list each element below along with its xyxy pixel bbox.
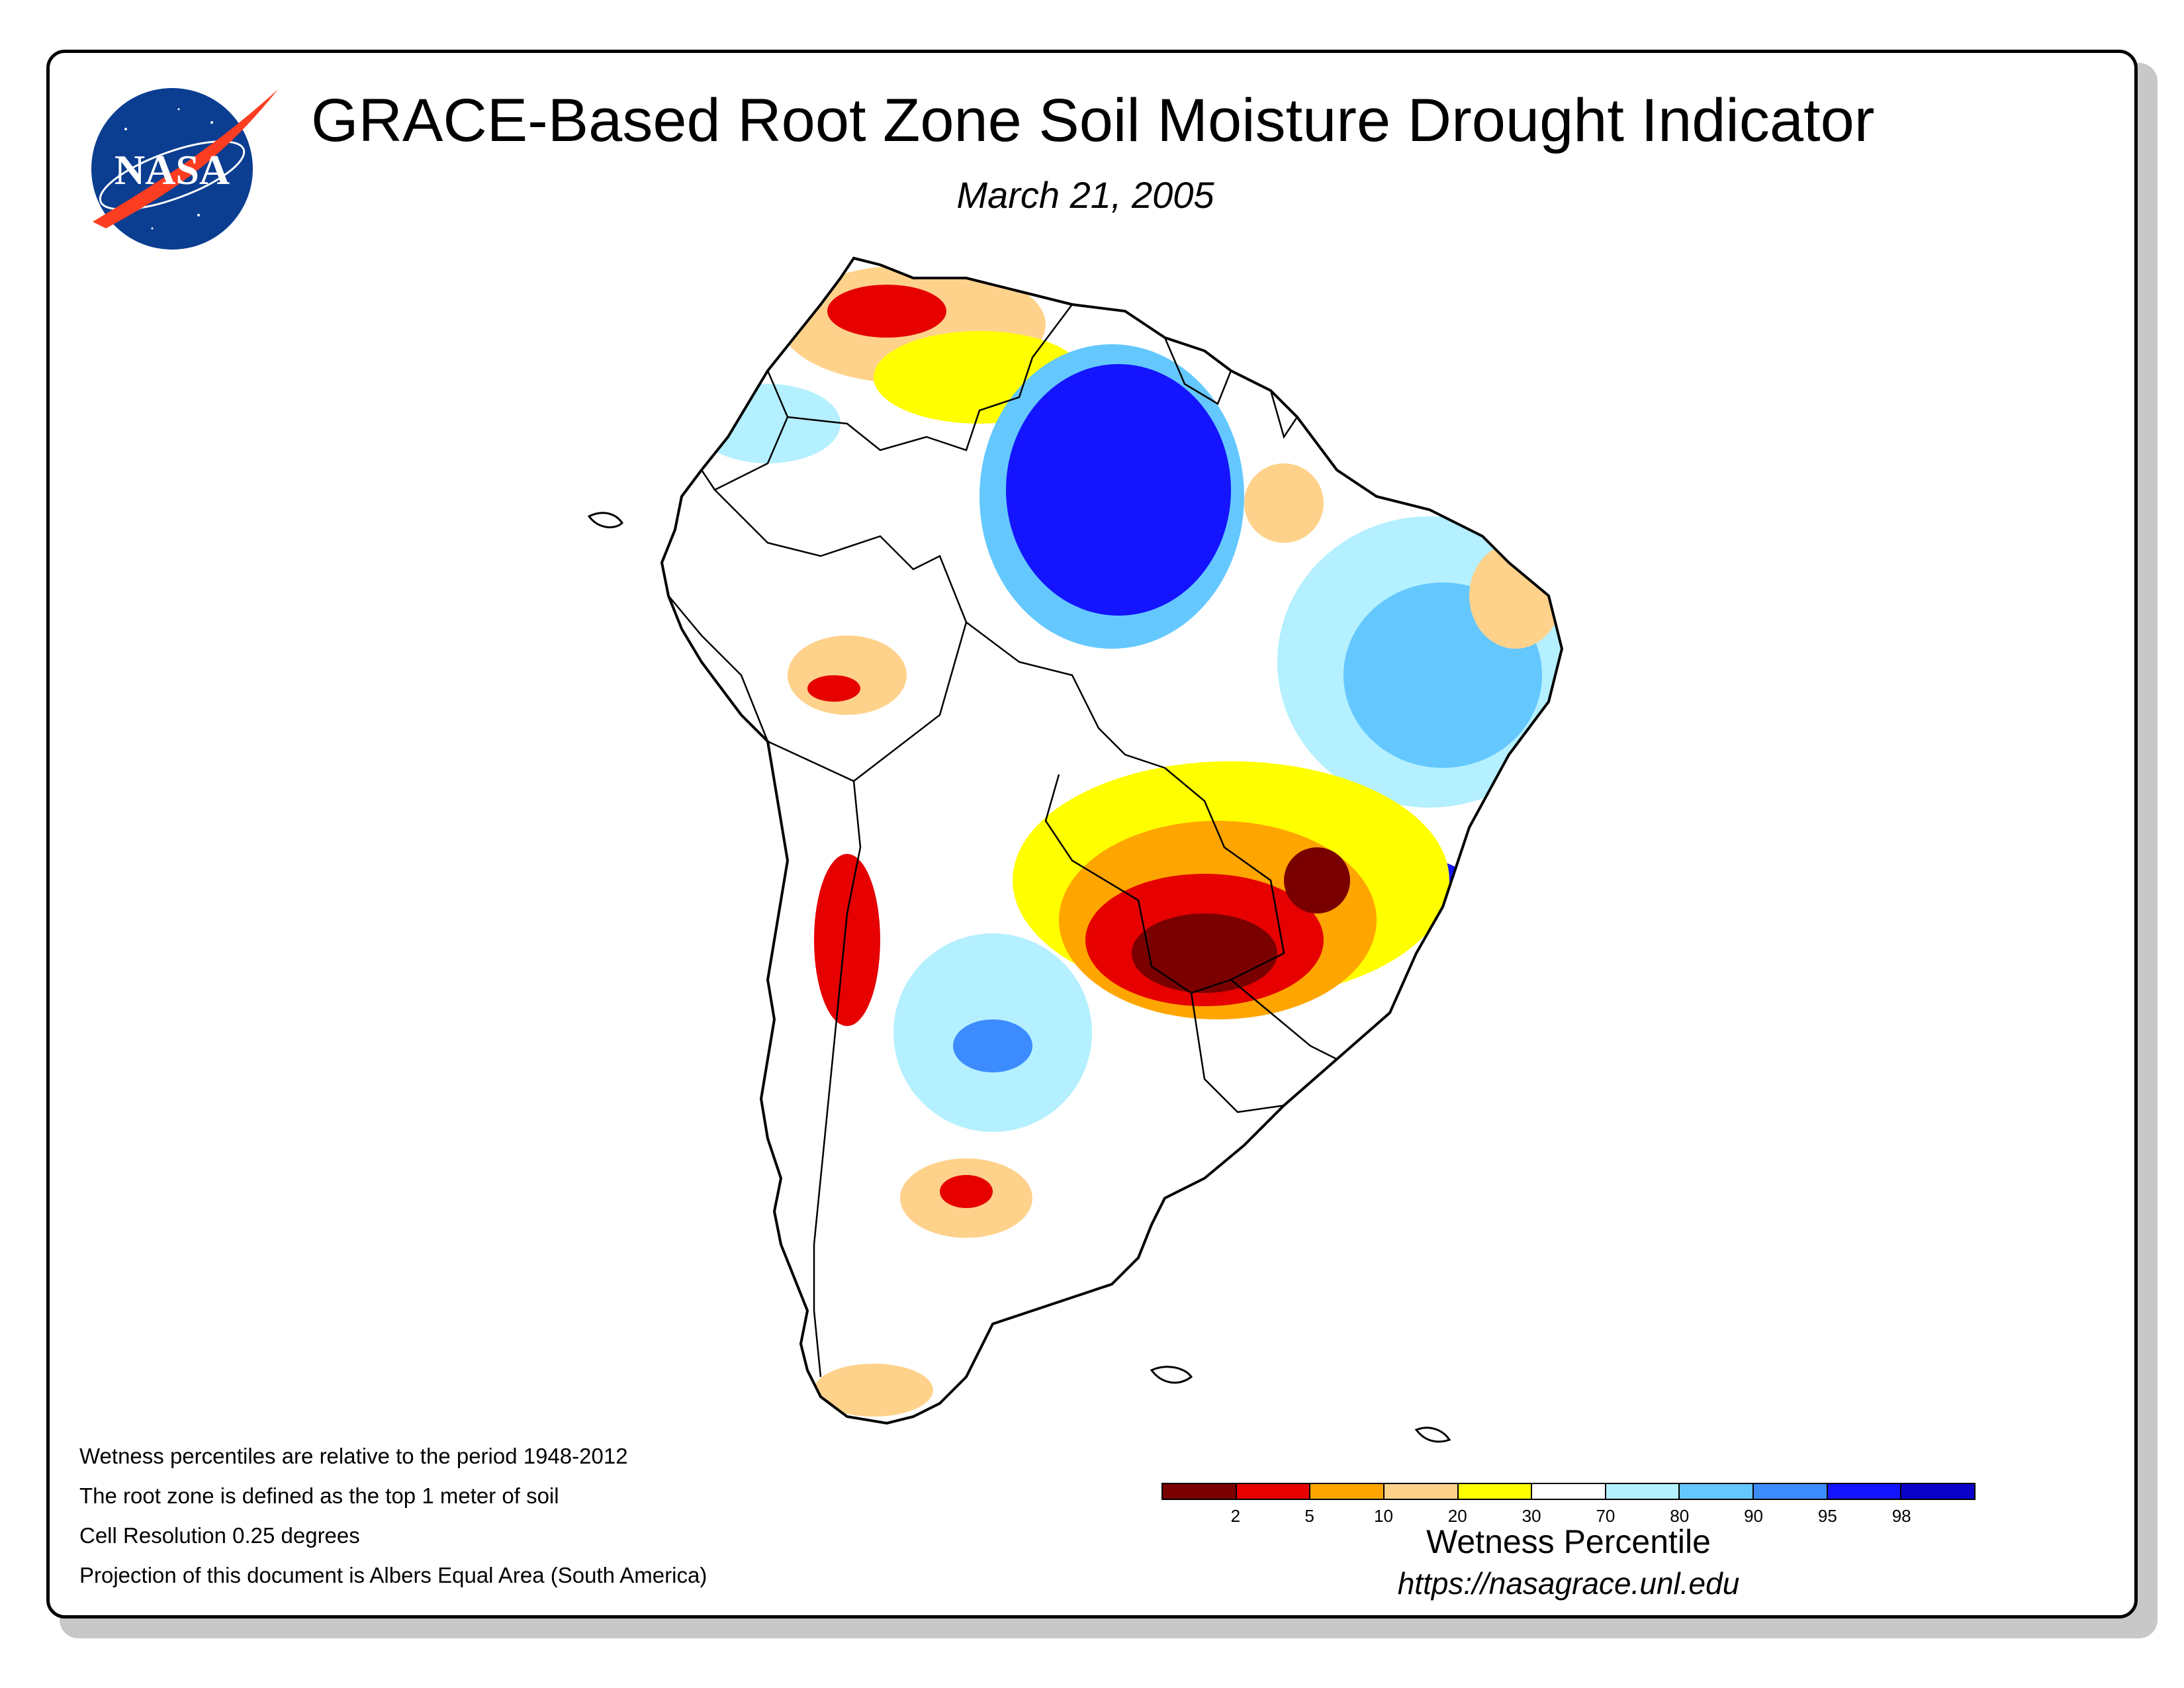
legend-tick-label: 90 [1744, 1506, 1763, 1526]
map-notes: Wetness percentiles are relative to the … [79, 1443, 707, 1602]
legend-swatch [1236, 1484, 1311, 1499]
south-america-map [587, 257, 1563, 1443]
note-period: Wetness percentiles are relative to the … [79, 1444, 628, 1468]
legend-tick-label: 80 [1670, 1506, 1690, 1526]
offshore-islands [587, 512, 1451, 1443]
legend-tick-label: 98 [1891, 1506, 1911, 1526]
legend-swatch [1680, 1484, 1754, 1499]
note-root-zone: The root zone is defined as the top 1 me… [79, 1483, 559, 1508]
legend-tick-label: 2 [1230, 1506, 1241, 1526]
legend-swatch [1310, 1484, 1385, 1499]
note-resolution: Cell Resolution 0.25 degrees [79, 1523, 360, 1548]
legend-ticks: 2 5 10 20 30 70 80 90 95 98 [1161, 1506, 1976, 1528]
legend-swatch [1606, 1484, 1680, 1499]
legend-title: Wetness Percentile [1426, 1523, 1711, 1560]
country-borders [668, 304, 1338, 1378]
legend-swatch [1754, 1484, 1828, 1499]
legend-color-bar [1161, 1483, 1976, 1500]
legend-swatch [1901, 1484, 1975, 1499]
legend-swatch [1532, 1484, 1606, 1499]
nasa-logo-text: NASA [114, 146, 230, 193]
legend-swatch [1827, 1484, 1902, 1499]
legend-tick-label: 70 [1596, 1506, 1615, 1526]
page-title: GRACE-Based Root Zone Soil Moisture Drou… [311, 87, 1875, 154]
nasa-logo: NASA [91, 88, 278, 250]
soil-moisture-fill [662, 258, 1562, 1423]
legend-tick-label: 95 [1817, 1506, 1837, 1526]
legend-tick-label: 10 [1373, 1506, 1393, 1526]
note-projection: Projection of this document is Albers Eq… [79, 1563, 707, 1587]
legend-tick-label: 5 [1304, 1506, 1314, 1526]
legend-swatch [1458, 1484, 1533, 1499]
legend-tick-label: 20 [1447, 1506, 1467, 1526]
source-url[interactable]: https://nasagrace.unl.edu [1397, 1566, 1740, 1601]
legend-swatch [1384, 1484, 1459, 1499]
legend-tick-label: 30 [1522, 1506, 1541, 1526]
map-date: March 21, 2005 [956, 174, 1214, 216]
legend-swatch [1163, 1484, 1237, 1499]
